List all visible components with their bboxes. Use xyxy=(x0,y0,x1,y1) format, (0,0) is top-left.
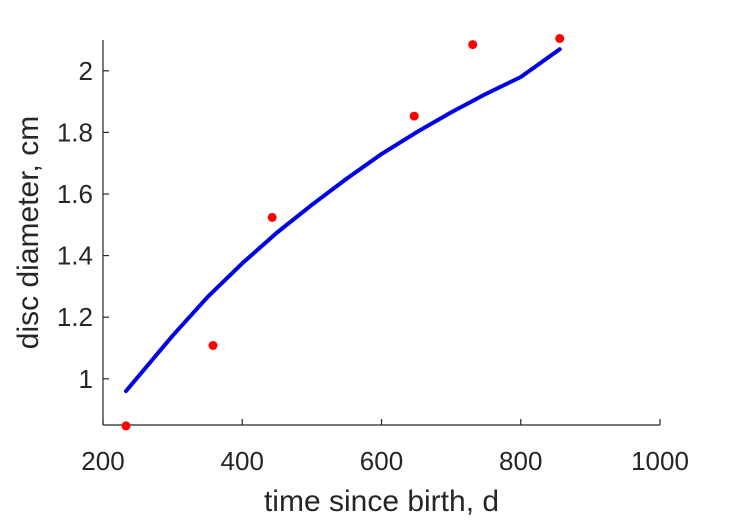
data-point xyxy=(468,40,478,50)
data-point xyxy=(121,421,131,431)
fit-curve xyxy=(124,47,562,394)
y-tick-label: 1.8 xyxy=(57,117,93,147)
data-point xyxy=(208,341,218,350)
y-ticks: 1 1.2 1.4 1.6 1.8 2 xyxy=(57,56,109,394)
x-tick-label: 1000 xyxy=(631,446,689,476)
axes xyxy=(102,40,660,426)
data-point xyxy=(267,212,277,222)
y-axis-label: disc diameter, cm xyxy=(12,116,45,349)
data-point xyxy=(555,34,565,43)
plot-area xyxy=(121,34,565,431)
x-tick-label: 200 xyxy=(81,446,124,476)
x-tick-label: 600 xyxy=(360,446,403,476)
x-tick-label: 400 xyxy=(221,446,264,476)
y-tick-label: 1.6 xyxy=(57,179,93,209)
y-tick-label: 1 xyxy=(79,364,93,394)
x-tick-label: 800 xyxy=(499,446,542,476)
y-tick-label: 2 xyxy=(79,56,93,86)
y-tick-label: 1.2 xyxy=(57,302,93,332)
x-axis-label: time since birth, d xyxy=(264,485,499,518)
x-ticks: 200 400 600 800 1000 xyxy=(81,419,689,476)
y-tick-label: 1.4 xyxy=(57,241,93,271)
data-point xyxy=(409,111,419,121)
